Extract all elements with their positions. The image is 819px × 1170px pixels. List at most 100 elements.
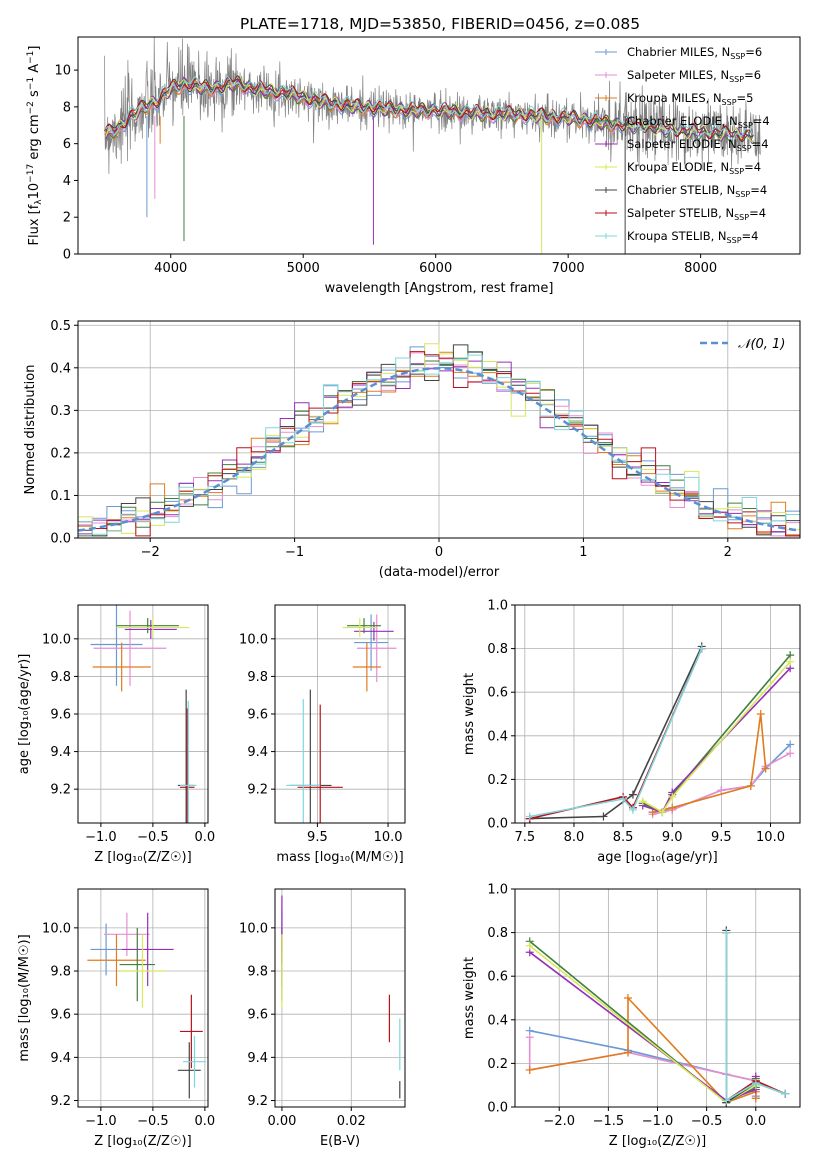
x-tick-label: 2 (724, 545, 732, 560)
series-line-2 (529, 995, 757, 1104)
series-marker-1 (717, 786, 726, 795)
y-tick-label: 2 (63, 211, 71, 226)
histogram-area (78, 343, 800, 537)
series-marker-5 (638, 797, 647, 806)
y-tick-label: 9.2 (247, 1094, 268, 1109)
series-marker-5 (525, 941, 534, 950)
axes-frame (77, 888, 209, 1108)
series-marker-0 (786, 740, 795, 749)
x-tick-label: 0.02 (337, 1114, 366, 1129)
series-marker-8 (619, 795, 628, 804)
y-tick-label: 9.4 (247, 745, 268, 760)
series-marker-2 (756, 710, 765, 718)
x-tick-label: −2 (141, 545, 160, 560)
y-tick-label: 9.2 (50, 783, 71, 798)
y-tick-label: 0.0 (487, 817, 508, 832)
x-tick-label: −0.5 (137, 830, 169, 845)
y-tick-label: 9.8 (247, 965, 268, 980)
x-tick-label: 0.0 (195, 1114, 216, 1129)
y-tick-label: 1.0 (487, 599, 508, 614)
x-tick-label: −1.5 (593, 1114, 625, 1129)
x-axis-label: mass [log₁₀(M/M☉)] (276, 850, 403, 865)
axes-frame (77, 604, 209, 824)
axes-frame (514, 604, 801, 824)
series-marker-1 (525, 1033, 534, 1042)
series-line-8 (725, 932, 786, 1102)
x-tick-label: 10.0 (374, 830, 403, 845)
y-tick-label: 9.8 (50, 670, 71, 685)
x-axis-label: age [log₁₀(age/yr)] (597, 850, 718, 865)
x-tick-label: 9.5 (711, 830, 732, 845)
series-marker-2 (761, 764, 770, 773)
series-line-3 (529, 940, 757, 1104)
x-tick-label: 0.0 (195, 830, 216, 845)
y-axis-label: Normed distribution (23, 365, 38, 495)
series-marker-8 (781, 1089, 790, 1098)
legend-entry-3: Chabrier ELODIE, NSSP=4 (627, 114, 770, 130)
x-tick-label: −1.0 (642, 1114, 674, 1129)
chart-massweight-vs-Z: −2.0 −1.5 −1.0 −0.5 0.0 0.0 0.2 0.4 0.6 0.8 1.0 Z [… (462, 883, 801, 1149)
x-tick-label: 8000 (684, 261, 717, 276)
x-tick-label: −0.5 (137, 1114, 169, 1129)
y-tick-label: 0.2 (487, 773, 508, 788)
series-marker-5 (786, 657, 795, 666)
legend-entry-6: Chabrier STELIB, NSSP=4 (627, 183, 767, 199)
series-marker-8 (697, 644, 706, 653)
legend-entry-5: Kroupa ELODIE, NSSP=4 (627, 160, 761, 176)
series-marker-8 (722, 928, 731, 937)
x-tick-label: 0.00 (267, 1114, 296, 1129)
x-tick-label: 0 (435, 545, 443, 560)
series-line-8 (529, 648, 703, 818)
y-tick-label: 10.0 (239, 632, 268, 647)
y-tick-label: 9.6 (247, 1008, 268, 1023)
x-axis-label: Z [log₁₀(Z/Z☉)] (94, 1134, 191, 1149)
series-line-5 (642, 661, 791, 814)
y-tick-label: 0.5 (50, 319, 71, 334)
y-tick-label: 9.2 (247, 783, 268, 798)
y-tick-label: 0.0 (487, 1101, 508, 1116)
y-tick-label: 8 (63, 100, 71, 115)
y-tick-label: 9.8 (247, 670, 268, 685)
legend-entry-2: Kroupa MILES, NSSP=5 (627, 91, 753, 107)
y-tick-label: 9.6 (247, 708, 268, 723)
x-tick-label: 1 (579, 545, 587, 560)
chart-age-vs-mass: 9.5 10.0 9.2 9.4 9.6 9.8 10.0 mass [log₁₀(M/M☉)… (239, 604, 406, 865)
series-marker-8 (751, 1079, 760, 1088)
errorbar-area (90, 605, 197, 823)
x-tick-label: −1.0 (85, 830, 117, 845)
y-tick-label: 0.3 (50, 404, 71, 419)
model-spectrum-4 (105, 77, 754, 145)
y-tick-label: 9.8 (50, 965, 71, 980)
series-marker-2 (525, 1065, 534, 1074)
series-line-4 (642, 667, 791, 814)
series-line-1 (528, 1037, 757, 1099)
x-tick-label: 6000 (419, 261, 452, 276)
legend-normal-label: 𝒩(0, 1) (738, 337, 785, 352)
x-tick-label: 4000 (154, 261, 187, 276)
legend-entry-4: Salpeter ELODIE, NSSP=4 (627, 137, 769, 153)
lines-area (525, 926, 790, 1107)
errorbar-area (281, 895, 401, 1099)
legend-entry-0: Chabrier MILES, NSSP=6 (627, 45, 762, 61)
y-tick-label: 6 (63, 137, 71, 152)
y-tick-label: 0.1 (50, 489, 71, 504)
axes-frame (274, 604, 406, 824)
x-axis-label: (data-model)/error (379, 565, 500, 580)
y-tick-label: 0.6 (487, 686, 508, 701)
y-tick-label: 0 (63, 248, 71, 263)
chart-residuals: −2 −1 0 1 2 0.0 0.1 0.2 0.3 0.4 0.5 (data-model)/er… (23, 319, 801, 580)
series-marker-5 (658, 808, 667, 817)
x-tick-label: 7000 (552, 261, 585, 276)
x-axis-label: Z [log₁₀(Z/Z☉)] (609, 1134, 706, 1149)
series-marker-6 (628, 790, 637, 799)
x-tick-label: 7.5 (514, 830, 535, 845)
x-tick-label: −2.0 (543, 1114, 575, 1129)
series-marker-2 (668, 803, 677, 812)
y-tick-label: 0.0 (50, 532, 71, 547)
y-tick-label: 0.4 (487, 1013, 508, 1028)
legend-entry-8: Kroupa STELIB, NSSP=4 (627, 229, 758, 245)
y-tick-label: 1.0 (487, 883, 508, 898)
legend-entry-7: Salpeter STELIB, NSSP=4 (627, 206, 766, 222)
x-tick-label: 10.0 (756, 830, 785, 845)
